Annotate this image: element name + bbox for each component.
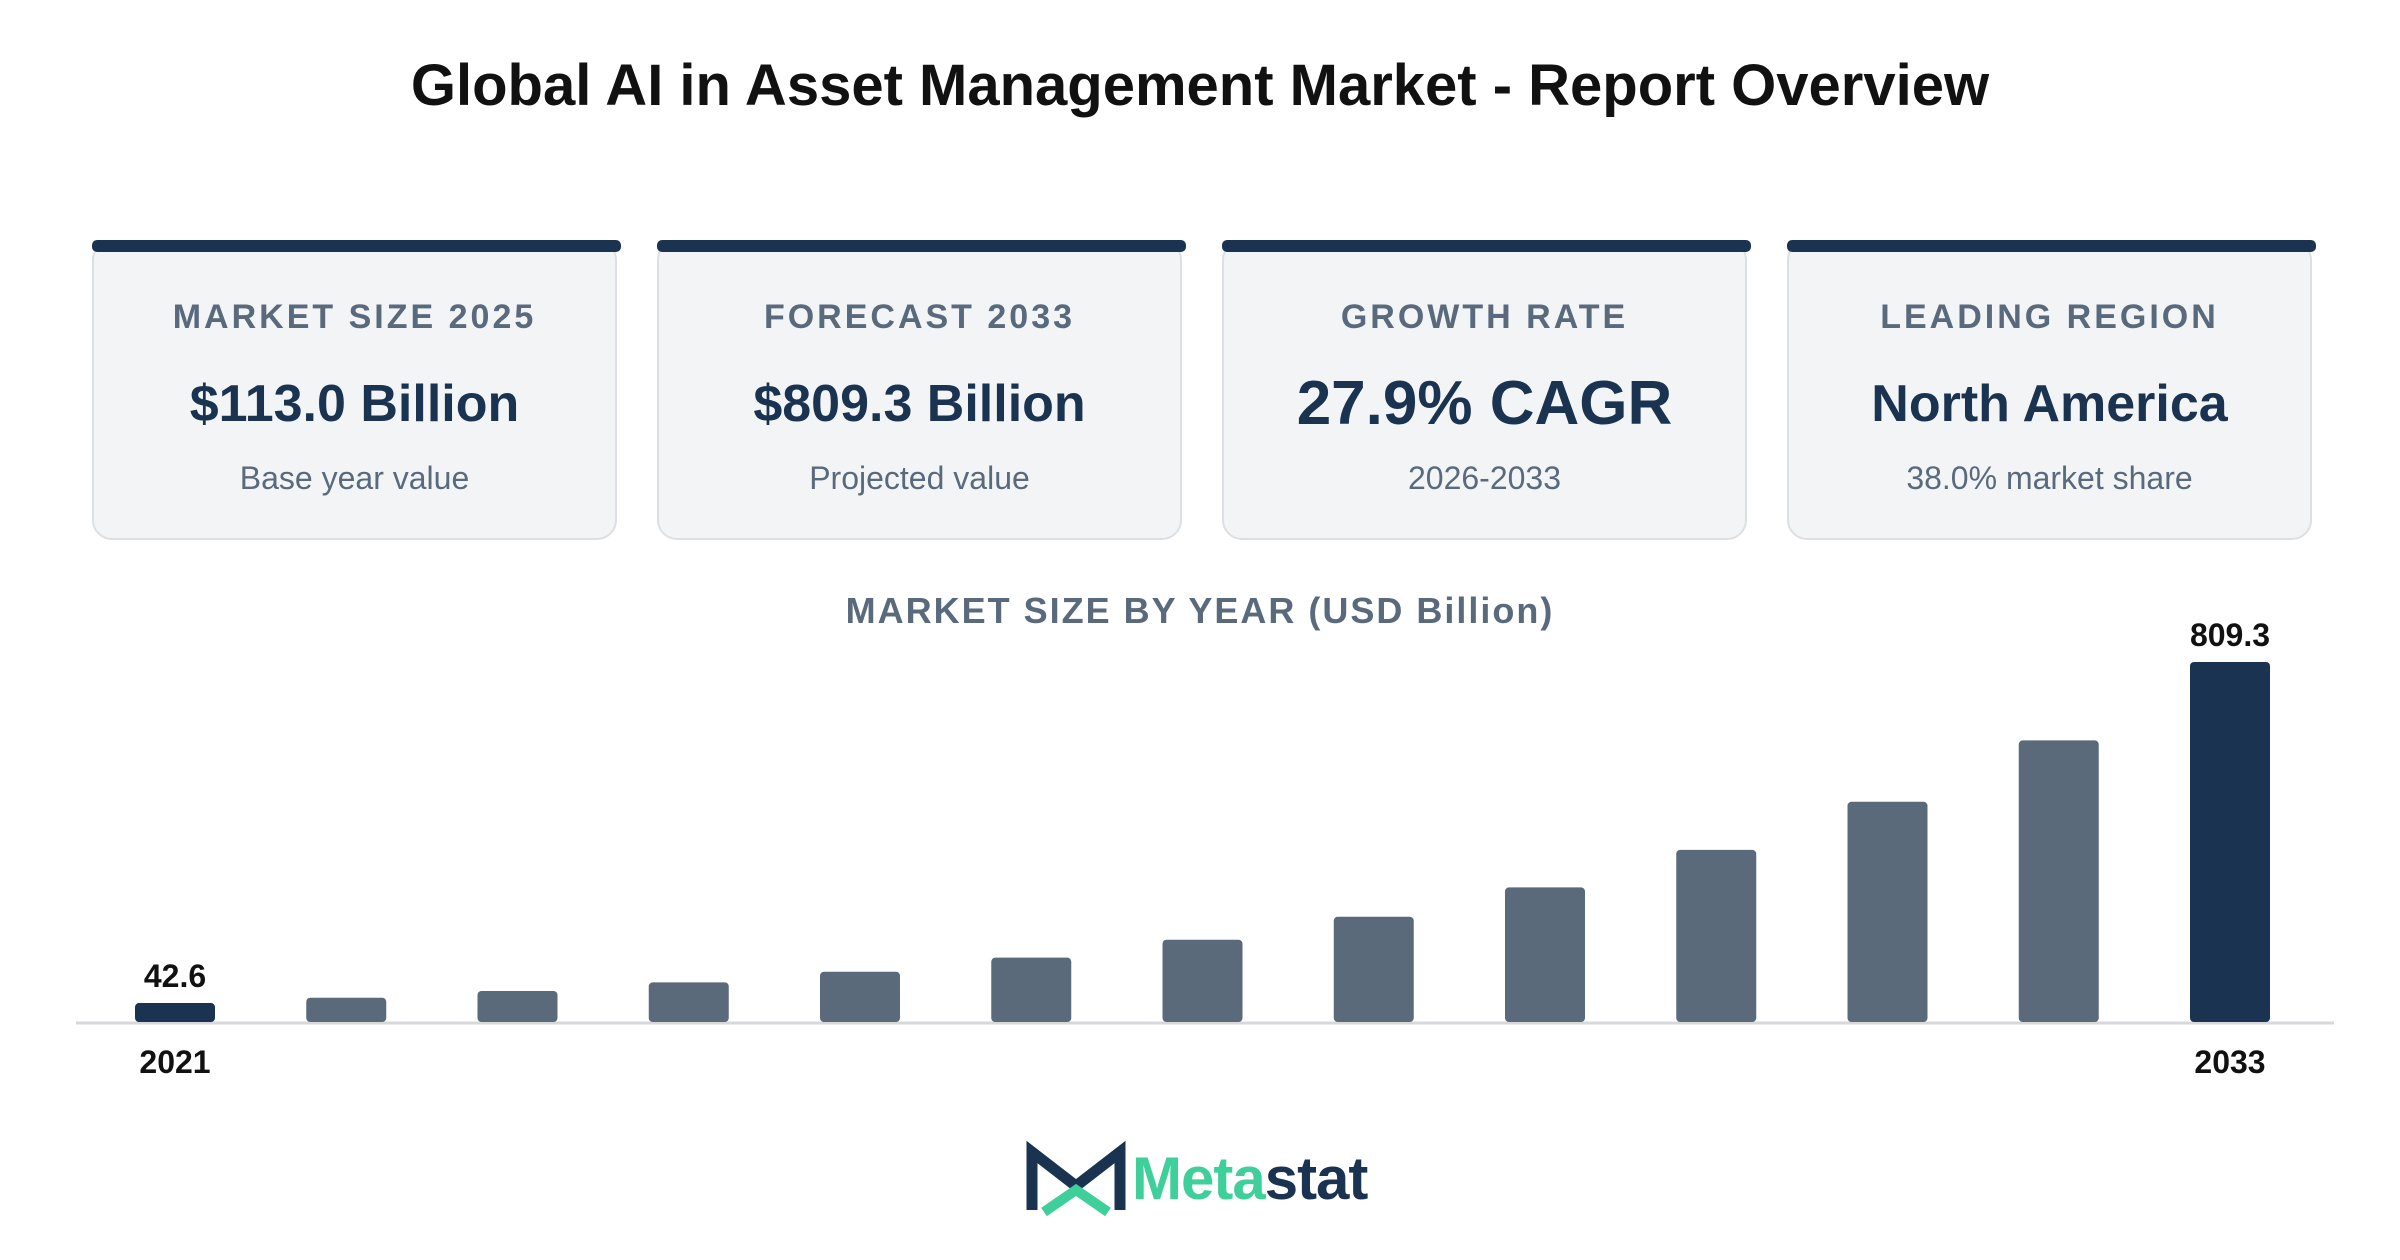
card-accent-bar: [1787, 240, 2316, 252]
bar-2026: [991, 957, 1072, 1022]
bar-2029: [1505, 887, 1585, 1022]
logo-text-meta: Meta: [1132, 1145, 1266, 1212]
card-accent-bar: [1222, 240, 1751, 252]
bar-2030: [1676, 849, 1757, 1022]
bar-2024: [648, 982, 729, 1022]
card-label: GROWTH RATE: [1340, 298, 1629, 336]
tick-label-2033: 2033: [2194, 1044, 2265, 1080]
card-label: LEADING REGION: [1880, 298, 2219, 336]
card-subtext: 2026-2033: [1407, 460, 1562, 496]
card-value: $113.0 Billion: [189, 375, 520, 433]
bar-2033: [2190, 662, 2270, 1022]
bar-2031: [1847, 801, 1928, 1022]
summary-cards: MARKET SIZE 2025 $113.0 Billion Base yea…: [92, 240, 2316, 542]
report-title: Global AI in Asset Management Market - R…: [410, 53, 1990, 118]
data-label-2033: 809.3: [2190, 617, 2270, 653]
card-subtext: Projected value: [809, 460, 1030, 496]
metastat-m-icon: [1026, 1140, 1126, 1217]
card-subtext: Base year value: [239, 460, 470, 496]
bar-2025: [820, 971, 900, 1022]
bar-2022: [306, 997, 387, 1022]
card-label: MARKET SIZE 2025: [172, 298, 537, 336]
card-accent-bar: [657, 240, 1186, 252]
bar-2023: [477, 990, 558, 1022]
chart-title: MARKET SIZE BY YEAR (USD Billion): [845, 590, 1555, 631]
metastat-logo: Metastat: [1026, 1138, 1406, 1218]
card-value: North America: [1871, 375, 2228, 433]
tick-label-2021: 2021: [139, 1044, 210, 1080]
card-label: FORECAST 2033: [763, 298, 1076, 336]
card-forecast: FORECAST 2033 $809.3 Billion Projected v…: [657, 240, 1186, 540]
data-label-2021: 42.6: [144, 958, 206, 994]
card-value: $809.3 Billion: [753, 375, 1086, 433]
card-accent-bar: [92, 240, 621, 252]
logo-text-stat: stat: [1264, 1145, 1369, 1212]
card-leading-region: LEADING REGION North America 38.0% marke…: [1787, 240, 2316, 540]
bar-2021: [135, 1003, 215, 1022]
card-subtext: 38.0% market share: [1906, 460, 2193, 496]
card-market-size: MARKET SIZE 2025 $113.0 Billion Base yea…: [92, 240, 621, 540]
card-value: 27.9% CAGR: [1296, 369, 1673, 438]
logo-wordmark: Metastat: [1132, 1144, 1369, 1213]
bar-2027: [1162, 939, 1243, 1022]
bar-2028: [1333, 916, 1414, 1022]
card-growth-rate: GROWTH RATE 27.9% CAGR 2026-2033: [1222, 240, 1751, 540]
bar-2032: [2018, 740, 2099, 1022]
